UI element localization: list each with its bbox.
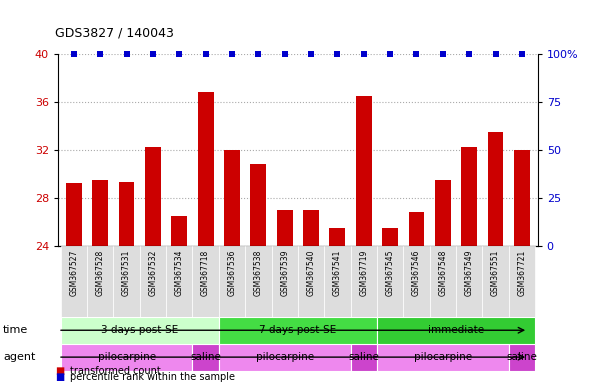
Bar xyxy=(192,344,219,371)
Bar xyxy=(60,246,87,317)
Text: GSM367548: GSM367548 xyxy=(438,249,447,296)
Text: agent: agent xyxy=(3,352,35,362)
Text: time: time xyxy=(3,325,28,335)
Bar xyxy=(271,246,298,317)
Text: saline: saline xyxy=(190,352,221,362)
Bar xyxy=(92,180,108,384)
Text: pilocarpine: pilocarpine xyxy=(98,352,156,362)
Bar xyxy=(87,246,114,317)
Bar xyxy=(509,246,535,317)
Bar xyxy=(356,96,371,384)
Text: pilocarpine: pilocarpine xyxy=(414,352,472,362)
Text: saline: saline xyxy=(348,352,379,362)
Text: GSM367531: GSM367531 xyxy=(122,249,131,296)
Bar xyxy=(514,150,530,384)
Text: GSM367721: GSM367721 xyxy=(518,249,526,296)
Bar xyxy=(456,246,482,317)
Bar xyxy=(430,246,456,317)
Text: GSM367538: GSM367538 xyxy=(254,249,263,296)
Text: GSM367527: GSM367527 xyxy=(70,249,78,296)
Bar xyxy=(351,246,377,317)
Text: GSM367539: GSM367539 xyxy=(280,249,289,296)
Bar xyxy=(145,147,161,384)
Bar xyxy=(377,344,509,371)
Text: immediate: immediate xyxy=(428,325,484,335)
Text: GSM367534: GSM367534 xyxy=(175,249,184,296)
Bar xyxy=(324,246,351,317)
Bar xyxy=(488,132,503,384)
Text: GDS3827 / 140043: GDS3827 / 140043 xyxy=(55,27,174,40)
Bar xyxy=(351,344,377,371)
Bar xyxy=(114,246,140,317)
Text: GSM367546: GSM367546 xyxy=(412,249,421,296)
Bar xyxy=(435,180,451,384)
Text: 3 days post-SE: 3 days post-SE xyxy=(101,325,178,335)
Bar xyxy=(60,344,192,371)
Bar xyxy=(219,317,377,344)
Bar xyxy=(192,246,219,317)
Text: percentile rank within the sample: percentile rank within the sample xyxy=(70,372,235,382)
Bar xyxy=(119,182,134,384)
Text: 7 days post-SE: 7 days post-SE xyxy=(259,325,337,335)
Text: GSM367545: GSM367545 xyxy=(386,249,395,296)
Text: GSM367528: GSM367528 xyxy=(96,249,104,296)
Text: GSM367532: GSM367532 xyxy=(148,249,158,296)
Bar xyxy=(409,212,425,384)
Bar xyxy=(219,344,351,371)
Bar xyxy=(251,164,266,384)
Text: GSM367718: GSM367718 xyxy=(201,249,210,296)
Text: ■: ■ xyxy=(55,372,64,382)
Bar xyxy=(403,246,430,317)
Text: GSM367549: GSM367549 xyxy=(464,249,474,296)
Text: GSM367536: GSM367536 xyxy=(227,249,236,296)
Bar xyxy=(377,317,535,344)
Bar xyxy=(509,344,535,371)
Bar xyxy=(329,228,345,384)
Bar xyxy=(298,246,324,317)
Text: pilocarpine: pilocarpine xyxy=(255,352,313,362)
Text: ■: ■ xyxy=(55,366,64,376)
Text: GSM367551: GSM367551 xyxy=(491,249,500,296)
Bar xyxy=(219,246,245,317)
Bar xyxy=(461,147,477,384)
Bar xyxy=(140,246,166,317)
Bar xyxy=(277,210,293,384)
Bar xyxy=(224,150,240,384)
Bar xyxy=(303,210,319,384)
Bar xyxy=(171,216,187,384)
Bar xyxy=(166,246,192,317)
Bar xyxy=(245,246,271,317)
Text: saline: saline xyxy=(507,352,537,362)
Bar xyxy=(382,228,398,384)
Bar xyxy=(377,246,403,317)
Text: GSM367719: GSM367719 xyxy=(359,249,368,296)
Text: GSM367541: GSM367541 xyxy=(333,249,342,296)
Text: transformed count: transformed count xyxy=(70,366,161,376)
Text: GSM367540: GSM367540 xyxy=(307,249,315,296)
Bar xyxy=(60,317,219,344)
Bar xyxy=(482,246,509,317)
Bar xyxy=(198,92,213,384)
Bar xyxy=(66,184,82,384)
